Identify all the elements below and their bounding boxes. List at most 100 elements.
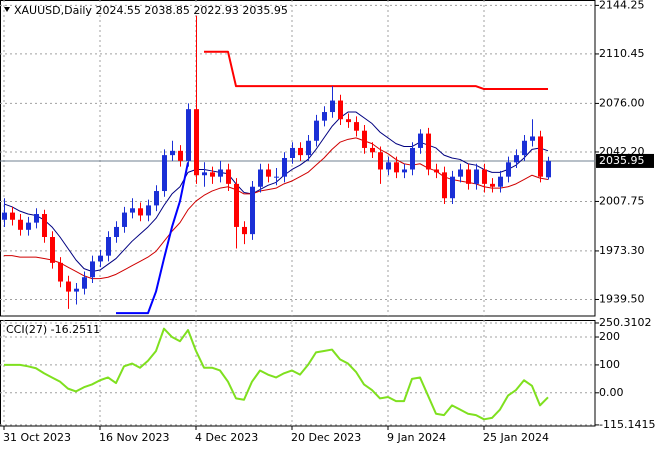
candle-body — [82, 277, 87, 289]
candle-body — [178, 150, 183, 161]
candle-body — [10, 212, 15, 220]
candle-body — [322, 112, 327, 121]
cci-panel-frame — [0, 320, 596, 427]
y-tick-label: 100 — [599, 358, 620, 371]
candle-body — [370, 147, 375, 153]
candle-body — [410, 147, 415, 170]
candle-body — [378, 152, 383, 170]
candle-body — [362, 130, 367, 148]
candle-body — [74, 288, 79, 292]
candle-body — [330, 100, 335, 113]
x-tick-label: 4 Dec 2023 — [195, 431, 258, 444]
indicator-line — [4, 137, 549, 280]
candle-body — [66, 281, 71, 292]
candle-body — [282, 158, 287, 177]
indicator-line — [204, 50, 548, 91]
axes: 2144.252110.452076.002042.202007.751973.… — [3, 0, 655, 444]
candle-body — [194, 109, 199, 176]
y-tick-label: 250.3102 — [599, 316, 652, 329]
candle-body — [242, 226, 247, 235]
cci-plot — [0, 320, 595, 426]
candle-body — [498, 176, 503, 187]
candle-body — [402, 169, 407, 173]
candle-body — [34, 214, 39, 223]
candle-body — [138, 208, 143, 216]
candle-body — [42, 214, 47, 237]
collapse-icon — [4, 7, 10, 12]
candle-body — [50, 237, 55, 263]
candle-body — [394, 162, 399, 173]
candle-body — [298, 147, 303, 156]
candle-body — [210, 172, 215, 177]
candle-body — [450, 176, 455, 199]
x-tick-label: 31 Oct 2023 — [3, 431, 71, 444]
candle-body — [266, 169, 271, 177]
candle-body — [202, 172, 207, 176]
candle-body — [506, 162, 511, 177]
x-tick-label: 20 Dec 2023 — [291, 431, 361, 444]
y-tick-label: 2076.00 — [599, 96, 645, 109]
candle-body — [490, 183, 495, 187]
candle-body — [26, 222, 31, 230]
y-tick-label: 1973.30 — [599, 244, 645, 257]
chart-title: XAUUSD,Daily 2024.55 2038.85 2022.93 203… — [14, 4, 288, 17]
candle-body — [306, 140, 311, 156]
candle-body — [106, 237, 111, 256]
candle-body — [234, 183, 239, 227]
candle-body — [386, 162, 391, 170]
x-tick-label: 25 Jan 2024 — [483, 431, 549, 444]
y-tick-label: 2110.45 — [599, 47, 645, 60]
candle-body — [290, 147, 295, 158]
candle-body — [442, 172, 447, 199]
indicator-line — [116, 162, 189, 315]
candle-body — [530, 136, 535, 141]
indicator-line — [4, 327, 549, 421]
x-tick-label: 16 Nov 2023 — [99, 431, 169, 444]
candle-body — [418, 133, 423, 148]
y-tick-label: 200 — [599, 330, 620, 343]
candle-body — [546, 160, 551, 178]
candle-body — [354, 122, 359, 131]
y-tick-label: -115.1415 — [599, 418, 655, 431]
candle-body — [170, 150, 175, 156]
candle-body — [314, 120, 319, 141]
candle-body — [114, 226, 119, 237]
y-tick-label: 1939.50 — [599, 292, 645, 305]
candle-body — [18, 219, 23, 230]
candle-body — [58, 262, 63, 282]
x-tick-label: 9 Jan 2024 — [387, 431, 446, 444]
candle-body — [2, 212, 7, 220]
candle-body — [466, 169, 471, 184]
current-price-box — [596, 153, 654, 168]
candle-body — [346, 119, 351, 123]
candle-body — [130, 208, 135, 213]
y-tick-label: 2007.75 — [599, 194, 645, 207]
candle-body — [98, 255, 103, 262]
candle-body — [434, 169, 439, 173]
candle-body — [258, 169, 263, 187]
candle-body — [250, 186, 255, 235]
main-panel-frame — [0, 0, 596, 317]
candle-body — [146, 205, 151, 216]
candle-body — [226, 169, 231, 184]
indicator-title: CCI(27) -16.2511 — [6, 323, 100, 336]
candle-body — [338, 100, 343, 120]
y-tick-label: 0.00 — [599, 386, 624, 399]
candle-body — [122, 212, 127, 227]
candle-body — [522, 140, 527, 156]
candle-body — [482, 169, 487, 184]
main-plot — [0, 0, 595, 316]
candle-body — [458, 169, 463, 177]
candle-body — [154, 191, 159, 206]
candle-body — [90, 261, 95, 278]
candle-body — [426, 133, 431, 170]
candle-body — [186, 109, 191, 161]
candle-body — [538, 136, 543, 177]
candle-body — [514, 155, 519, 163]
candle-body — [162, 155, 167, 192]
candle-body — [274, 176, 279, 178]
candle-body — [218, 169, 223, 177]
y-tick-label: 2144.25 — [599, 0, 645, 11]
